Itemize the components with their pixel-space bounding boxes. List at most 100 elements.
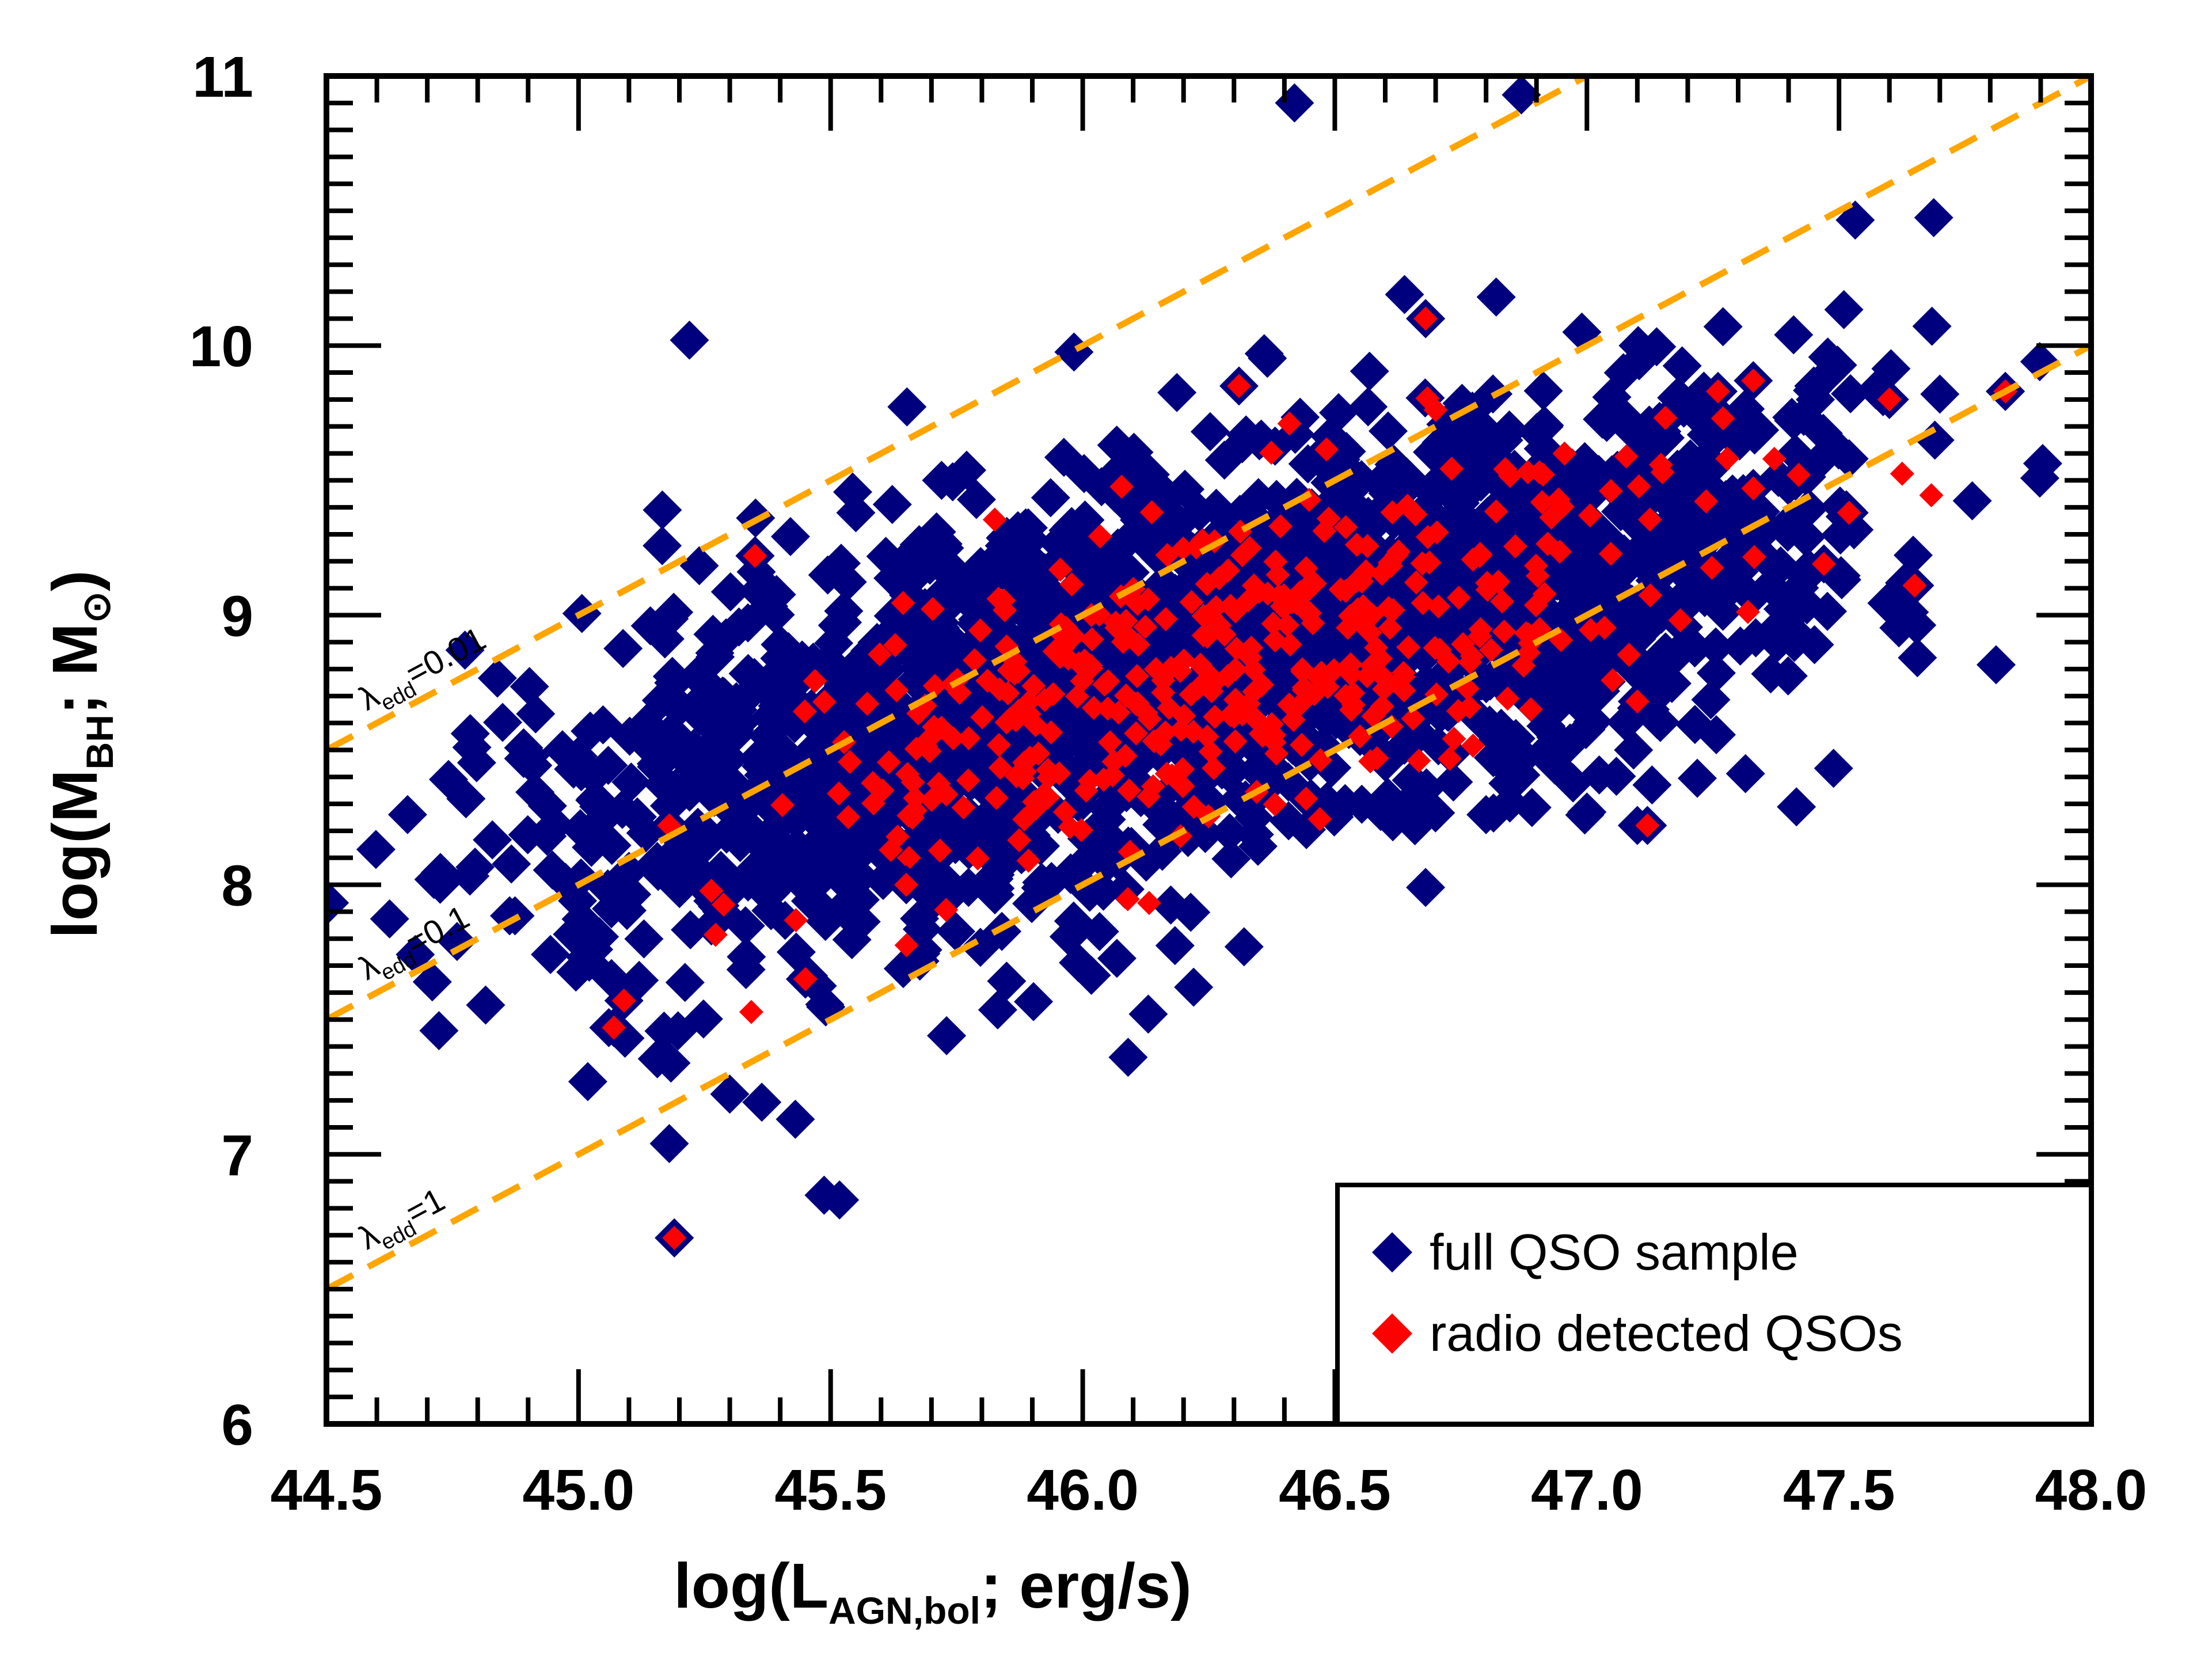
radio-qso-point	[988, 755, 1013, 780]
full-qso-point	[776, 1099, 815, 1139]
full-qso-point	[452, 728, 492, 767]
radio-qso-point	[1047, 761, 1071, 786]
radio-qso-point	[956, 768, 980, 793]
full-qso-point	[866, 537, 906, 576]
radio-qso-point	[982, 507, 1007, 532]
full-qso-point	[710, 1074, 750, 1114]
radio-qso-point	[1136, 587, 1161, 612]
full-qso-point	[1157, 373, 1197, 412]
full-qso-point	[1368, 777, 1408, 817]
radio-qso-point	[1369, 646, 1393, 671]
radio-qso-point	[1117, 778, 1142, 803]
radio-qso-point	[1446, 586, 1471, 610]
full-qso-point	[1572, 640, 1612, 680]
full-qso-point	[1808, 591, 1847, 631]
full-qso-point	[1662, 346, 1702, 386]
full-qso-point	[1795, 625, 1834, 664]
x-tick-label: 45.5	[774, 1458, 887, 1522]
radio-qso-point	[1290, 659, 1315, 684]
full-qso-point	[1696, 627, 1736, 667]
full-qso-point	[1697, 715, 1736, 754]
radio-qso-point	[1403, 502, 1428, 527]
radio-qso-point	[770, 793, 795, 818]
radio-qso-point	[1263, 628, 1287, 653]
radio-qso-point	[1333, 683, 1358, 708]
full-qso-point	[1171, 892, 1211, 932]
y-tick-label: 10	[189, 314, 253, 379]
full-qso-point	[1567, 792, 1607, 832]
full-qso-point	[805, 902, 845, 941]
radio-qso-point	[1153, 720, 1178, 744]
full-qso-point	[1049, 917, 1089, 956]
radio-qso-point	[1195, 724, 1219, 749]
full-qso-point	[1678, 758, 1717, 798]
radio-qso-point	[1706, 379, 1730, 404]
full-qso-point	[561, 809, 600, 849]
full-qso-point	[574, 930, 614, 969]
full-qso-point	[558, 881, 598, 921]
radio-qso-point	[836, 805, 861, 830]
legend-marker-radio	[1372, 1313, 1412, 1354]
full-qso-point	[1794, 366, 1834, 406]
full-qso-point	[515, 772, 555, 812]
full-qso-point	[516, 694, 556, 734]
full-qso-point	[1898, 638, 1937, 678]
full-qso-point	[1705, 568, 1744, 608]
full-qso-point	[1632, 765, 1672, 805]
full-qso-point	[1691, 680, 1731, 720]
full-qso-point	[2020, 342, 2059, 382]
radio-qso-point	[1223, 687, 1248, 712]
radio-qso-point	[1370, 694, 1394, 719]
radio-qso-point	[1098, 730, 1122, 755]
full-qso-point	[1348, 387, 1388, 427]
full-qso-point	[429, 759, 468, 799]
radio-qso-point	[1223, 729, 1248, 754]
full-qso-point	[483, 702, 522, 742]
radio-qso-point	[987, 732, 1011, 757]
full-qso-point	[956, 480, 996, 519]
full-qso-point	[508, 815, 548, 854]
radio-qso-point	[1309, 660, 1334, 685]
full-qso-point	[673, 854, 713, 894]
radio-qso-point	[1010, 766, 1035, 791]
full-qso-point	[987, 962, 1027, 1001]
full-qso-point	[759, 656, 799, 696]
full-qso-point	[1025, 553, 1065, 592]
full-qso-point	[1453, 392, 1492, 431]
radio-qso-point	[1598, 541, 1623, 566]
radio-qso-point	[1354, 609, 1379, 633]
full-qso-point	[832, 920, 872, 959]
full-qso-point	[1735, 415, 1774, 455]
full-qso-point	[1039, 523, 1078, 563]
radio-qso-point	[1637, 507, 1662, 532]
full-qso-point	[420, 864, 460, 904]
radio-qso-point	[1578, 503, 1602, 528]
radio-qso-point	[1065, 684, 1089, 709]
full-qso-point	[1502, 76, 1541, 115]
full-qso-point	[827, 562, 867, 602]
full-qso-point	[1031, 478, 1070, 518]
full-qso-point	[1613, 500, 1653, 540]
radio-qso-point	[1552, 441, 1577, 466]
radio-qso-point	[1523, 593, 1548, 618]
radio-qso-point	[699, 879, 724, 903]
y-tick-label: 7	[221, 1123, 253, 1188]
radio-qso-point	[1578, 618, 1603, 643]
full-qso-point	[649, 1124, 689, 1164]
full-qso-point	[1174, 967, 1214, 1007]
full-qso-point	[1603, 353, 1643, 393]
radio-qso-point	[1715, 446, 1740, 471]
full-qso-point	[1771, 501, 1811, 541]
radio-qso-point	[1204, 595, 1229, 620]
radio-qso-point	[1333, 579, 1358, 603]
y-axis-title-subscript: BH	[78, 715, 121, 769]
full-qso-point	[542, 730, 582, 770]
full-qso-point	[556, 952, 596, 992]
full-qso-point	[710, 572, 750, 611]
full-qso-point	[1128, 994, 1168, 1034]
full-qso-point	[727, 937, 766, 977]
x-tick-labels: 44.5 45.0 45.5 46.0 46.5 47.0 47.5 48.0	[271, 1458, 2148, 1522]
radio-qso-point	[991, 588, 1016, 613]
full-qso-point	[725, 906, 765, 945]
radio-qso-point	[1461, 734, 1485, 758]
